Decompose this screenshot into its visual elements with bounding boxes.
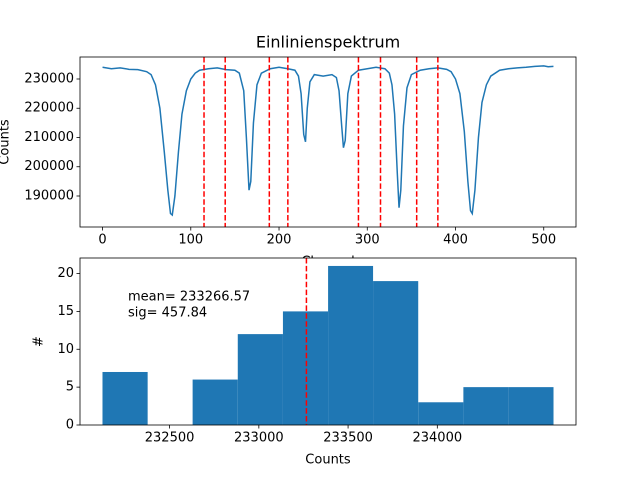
x-tick-label: 500 [531,233,556,248]
spectrum-line [102,65,554,217]
y-tick-label: 230000 [24,71,74,86]
x-tick-label: 0 [98,233,106,248]
x-tick-label: 233000 [234,431,284,446]
y-axis-label: Counts [0,119,13,165]
y-tick-label: 220000 [24,101,74,116]
x-axis-label: Counts [305,453,351,468]
y-tick-label: 210000 [24,130,74,145]
x-tick-label: 234000 [412,431,462,446]
x-tick-label: 232500 [145,431,195,446]
y-tick-label: 5 [66,380,74,395]
histogram-bar [237,334,283,425]
x-tick-label: 300 [355,233,380,248]
annotation: sig= 457.84 [128,306,207,321]
y-tick-label: 0 [66,418,74,433]
x-tick-label: 100 [178,233,203,248]
x-tick-label: 400 [443,233,468,248]
histogram-bar [328,265,374,425]
histogram-bar [373,281,419,425]
y-tick-label: 20 [57,266,74,281]
x-tick-label: 200 [267,233,292,248]
y-tick-label: 200000 [24,159,74,174]
histogram-bar [282,311,329,425]
annotation: mean= 233266.57 [128,290,250,305]
histogram-bar [192,379,238,425]
x-tick-label: 233500 [323,431,373,446]
histogram-bar [418,402,464,425]
histogram-bar [102,371,148,425]
y-tick-label: 15 [57,304,74,319]
chart-title: Einlinienspektrum [256,33,400,52]
y-tick-label: 10 [57,342,74,357]
y-axis-label: # [32,336,47,347]
histogram-bar [463,387,509,425]
y-tick-label: 190000 [24,188,74,203]
histogram-bar [508,387,554,425]
axes-frame [79,257,577,426]
axes-frame [79,56,577,228]
